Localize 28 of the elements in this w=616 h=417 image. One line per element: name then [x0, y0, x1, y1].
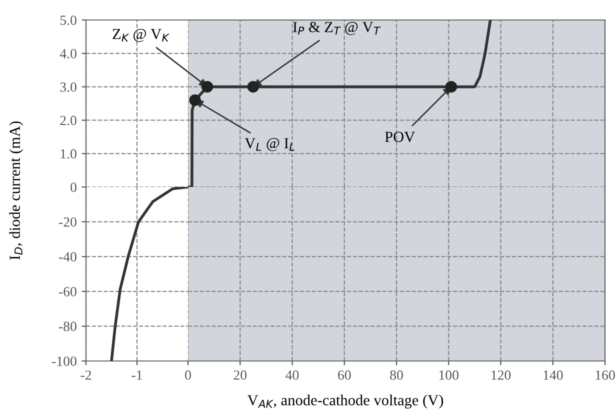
x-tick-label: 160 [596, 370, 615, 380]
annotation: Z$_{K}$ @ V$_{K}$ [112, 28, 170, 42]
x-tick-label: 80 [390, 370, 403, 380]
y-tick-label: -100 [52, 356, 76, 366]
x-tick-label: -1 [132, 370, 142, 380]
y-tick-label: -40 [58, 252, 76, 262]
x-tick-label: -2 [80, 370, 92, 380]
y-tick-label: 4.0 [60, 48, 76, 58]
annotation: V$_{L}$ @ I$_{L}$ [244, 138, 294, 152]
y-axis-title: I$_{D}$, diode current (mA) [9, 121, 24, 260]
y-tick-label: 1.0 [60, 149, 76, 159]
y-tick-label: -20 [58, 217, 76, 227]
x-tick-label: 0 [185, 370, 191, 380]
annotation: POV [385, 132, 415, 142]
x-tick-label: 20 [234, 370, 247, 380]
x-tick-label: 120 [492, 370, 511, 380]
x-tick-label: 100 [439, 370, 459, 380]
y-tick-label: -80 [58, 322, 76, 332]
x-tick-label: 40 [286, 370, 299, 380]
x-tick-label: 140 [544, 370, 563, 380]
y-tick-label: -60 [58, 286, 76, 296]
y-tick-label: 0 [70, 182, 76, 192]
y-tick-label: 3.0 [60, 82, 76, 92]
y-tick-label: 5.0 [60, 16, 76, 26]
annotation: I$_{P}$ & Z$_{T}$ @ V$_{T}$ [293, 22, 381, 35]
x-axis-title: V$_{AK}$, anode-cathode voltage (V) [247, 394, 444, 408]
y-tick-label: 2.0 [60, 116, 76, 126]
x-tick-label: 60 [338, 370, 351, 380]
